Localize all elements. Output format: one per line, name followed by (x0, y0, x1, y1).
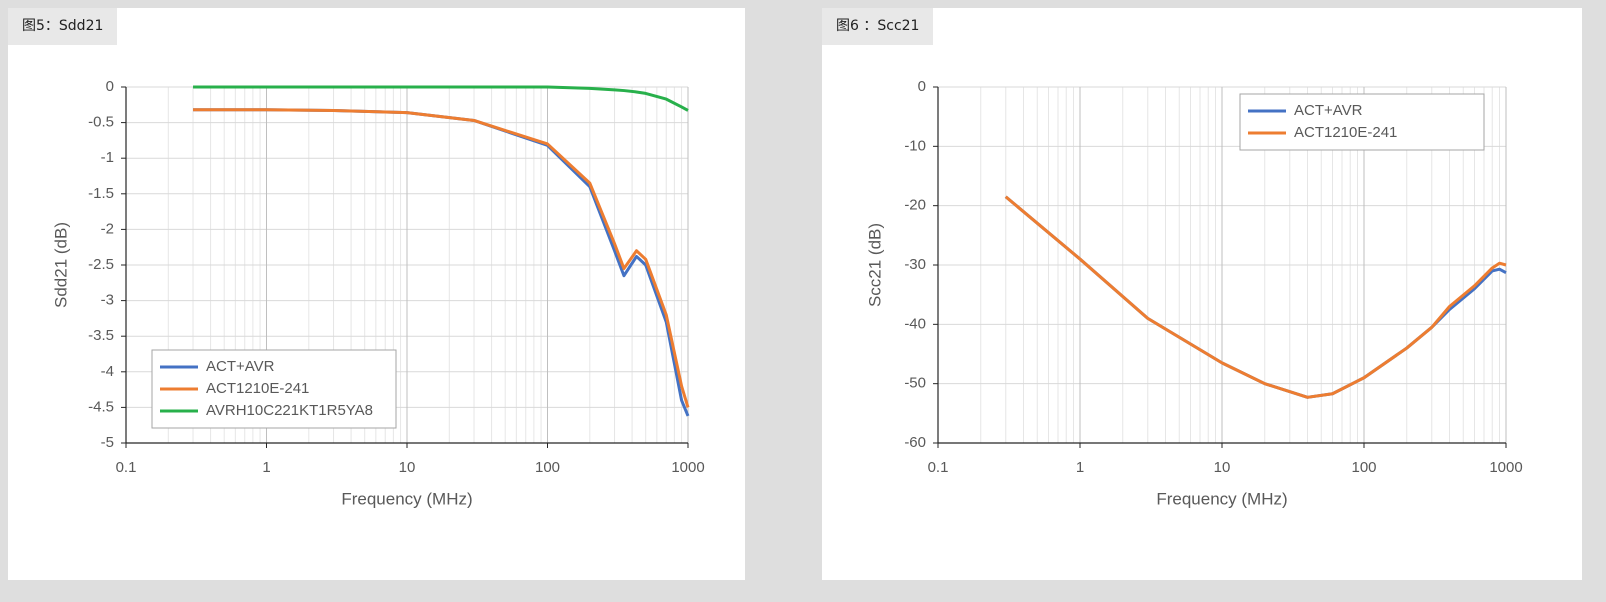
series-line (193, 85, 689, 112)
y-tick-label: -1 (101, 149, 114, 166)
y-tick-label: -4 (101, 363, 114, 380)
y-tick-label: -40 (904, 315, 926, 332)
series-line (193, 108, 690, 408)
legend-label: ACT+AVR (1294, 102, 1363, 119)
y-tick-label: 0 (918, 78, 926, 95)
chart: 0 -0.5 -1 -1.5 -2 -2.5 -3 -3.5 -4 -4.5 -50.1 1 10 100… (51, 78, 704, 509)
legend-label: ACT1210E-241 (206, 380, 309, 397)
x-tick-label: 1000 (671, 459, 704, 476)
chart-panel: 0 -10 -20 -30 -40 -50 -60 0.1 1 10 100 1000 Frequenc… (822, 8, 1582, 580)
y-tick-label: -3.5 (88, 327, 114, 344)
y-tick-label: -1.5 (88, 185, 114, 202)
legend-label: AVRH10C221KT1R5YA8 (206, 402, 373, 419)
x-tick-label: 1 (262, 459, 270, 476)
x-tick-label: 10 (1214, 459, 1231, 476)
x-tick-label: 0.1 (928, 459, 949, 476)
series-line (1004, 195, 1507, 399)
legend-box (1239, 93, 1485, 151)
y-tick-label: -2 (101, 220, 114, 237)
y-tick-label: -2.5 (88, 256, 114, 273)
chart-panel: 0 -0.5 -1 -1.5 -2 -2.5 -3 -3.5 -4 -4.5 -5 0.1 1 10 100… (8, 8, 745, 580)
y-tick-label: 0 (106, 78, 114, 95)
x-tick-label: 100 (535, 459, 560, 476)
legend-label: ACT1210E-241 (1294, 124, 1397, 141)
y-tick-label: -50 (904, 375, 926, 392)
y-tick-label: -4.5 (88, 398, 114, 415)
x-tick-label: 1000 (1489, 459, 1522, 476)
x-tick-label: 100 (1351, 459, 1376, 476)
legend-label: ACT+AVR (206, 358, 275, 375)
y-tick-label: -0.5 (88, 114, 114, 131)
y-tick-label: -20 (904, 197, 926, 214)
y-axis-label: Scc21 (dB) (865, 223, 884, 307)
x-axis-label: Frequency (MHz) (1156, 489, 1287, 508)
x-tick-label: 1 (1076, 459, 1084, 476)
x-axis-label: Frequency (MHz) (341, 489, 472, 508)
x-tick-label: 10 (399, 459, 416, 476)
y-tick-label: -60 (904, 434, 926, 451)
chart-title: 图6 ：Scc21 (822, 8, 934, 45)
y-tick-label: -10 (904, 137, 926, 154)
y-axis-label: Sdd21 (dB) (51, 222, 70, 308)
x-tick-label: 0.1 (116, 459, 137, 476)
series-line (1004, 195, 1507, 399)
y-tick-label: -5 (101, 434, 114, 451)
chart: 0 -10 -20 -30 -40 -50 -600.1 1 10 100 1000 Frequenc… (865, 78, 1522, 509)
y-tick-label: -3 (101, 292, 114, 309)
y-tick-label: -30 (904, 256, 926, 273)
chart-title: 图5：Sdd21 (8, 8, 118, 45)
